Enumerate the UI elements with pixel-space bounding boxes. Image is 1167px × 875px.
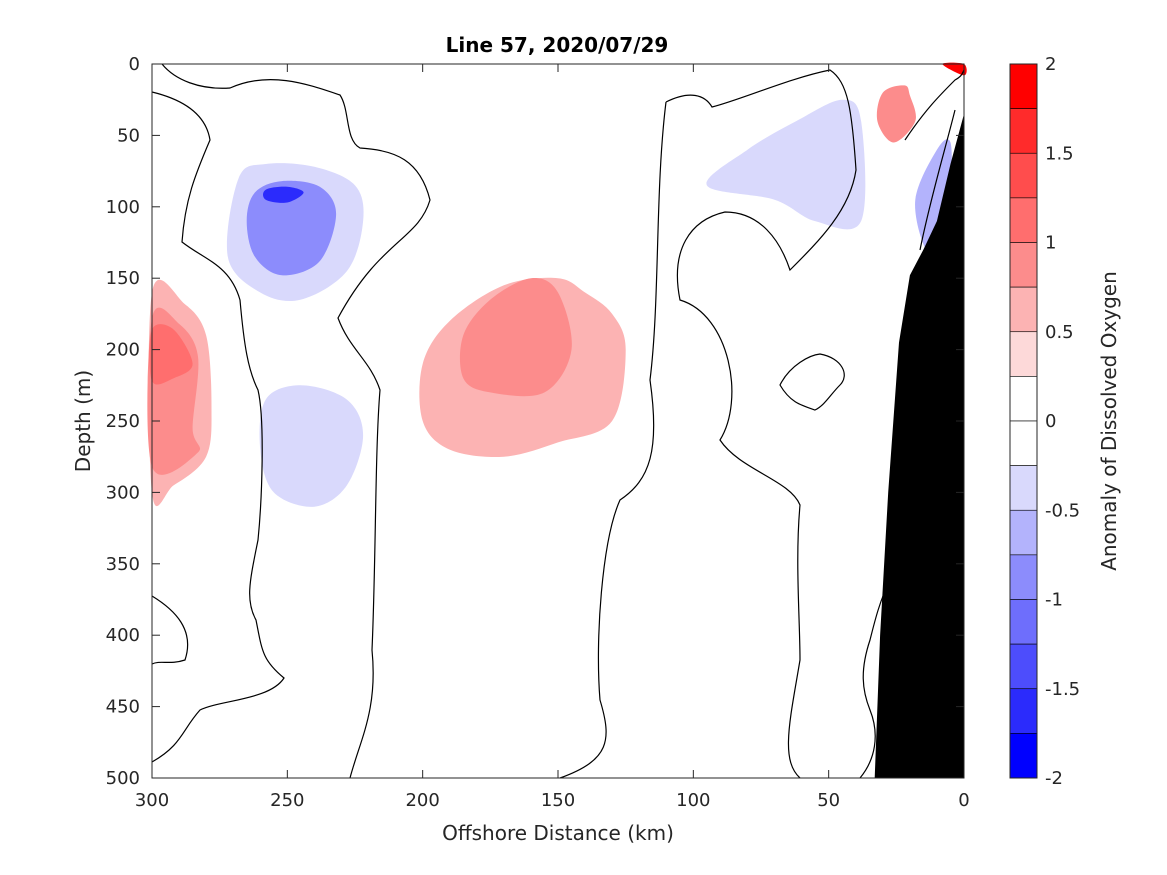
colorbar-tick-label: 2 [1045,54,1056,75]
zero-contour-line [919,109,956,251]
colorbar-segment [1009,108,1038,154]
zero-contour-line [904,69,965,141]
y-axis: 0 50 100 150 200 250 300 350 400 450 500 [106,54,964,789]
zero-contour-line [151,91,285,763]
y-tick-label: 0 [129,54,140,75]
anomaly-region-positive-coast-surface [942,62,967,76]
zero-contour-line [665,69,857,779]
colorbar-segment [1009,376,1038,422]
zero-contour-line [161,63,431,779]
colorbar-segment [1009,509,1038,556]
bathymetry-seafloor [874,113,964,779]
anomaly-regions [147,62,967,507]
y-tick-label: 50 [117,125,140,146]
colorbar-tick-label: -1.5 [1045,679,1080,700]
x-tick-label: 300 [135,790,169,811]
y-tick-label: 100 [106,197,140,218]
zero-contours [151,63,965,779]
colorbar-frame [1009,63,1038,779]
y-tick-label: 200 [106,340,140,361]
colorbar-tick-label: 1.5 [1045,143,1074,164]
zero-contour-line [859,579,891,779]
y-tick-label: 300 [106,482,140,503]
zero-contour-line [779,353,845,411]
y-tick-label: 400 [106,625,140,646]
anomaly-region-positive-core-central [459,277,572,397]
x-axis: 300 250 200 150 100 50 0 [135,64,970,811]
anomaly-region-positive-nearshore [876,85,916,143]
x-axis-label: Offshore Distance (km) [442,821,674,845]
colorbar-segment [1009,688,1038,734]
colorbar-segment [1009,331,1038,377]
anomaly-region-positive-core-offshore-peak [149,324,193,385]
colorbar: 2 1.5 1 0.5 0 -0.5 -1 -1.5 -2 [1009,54,1080,789]
plot-area [147,62,967,779]
x-tick-label: 250 [270,790,304,811]
x-tick-label: 50 [817,790,840,811]
colorbar-tick-label: 0.5 [1045,322,1074,343]
colorbar-tick-label: 1 [1045,233,1056,254]
anomaly-region-negative-core-inner [246,180,337,276]
colorbar-segment [1009,420,1038,466]
colorbar-segment [1009,643,1038,690]
colorbar-tick-label: 0 [1045,411,1056,432]
colorbar-segment [1009,733,1038,779]
x-tick-label: 100 [676,790,710,811]
anomaly-region-negative-core-peak [263,186,304,203]
colorbar-tick-label: -0.5 [1045,500,1080,521]
colorbar-tick-label: -2 [1045,768,1063,789]
y-axis-label: Depth (m) [71,370,95,472]
x-tick-label: 150 [541,790,575,811]
colorbar-tick-label: -1 [1045,590,1063,611]
y-tick-label: 500 [106,768,140,789]
anomaly-region-negative-offshore-upper [706,99,866,230]
colorbar-segment [1009,286,1038,333]
colorbar-segment [1009,152,1038,199]
y-tick-label: 150 [106,268,140,289]
colorbar-segment [1009,599,1038,645]
y-tick-label: 450 [106,697,140,718]
anomaly-region-negative-deep [259,385,364,507]
colorbar-segment [1009,63,1038,109]
zero-contour-line [151,595,189,665]
colorbar-segment [1009,242,1038,288]
y-tick-label: 350 [106,554,140,575]
colorbar-segment [1009,554,1038,600]
colorbar-label: Anomaly of Dissolved Oxygen [1097,271,1121,571]
y-tick-label: 250 [106,411,140,432]
chart-title: Line 57, 2020/07/29 [446,33,669,57]
colorbar-segment [1009,197,1038,243]
zero-contour-line [559,101,667,779]
colorbar-segment [1009,465,1038,511]
x-tick-label: 200 [405,790,439,811]
x-tick-label: 0 [958,790,969,811]
